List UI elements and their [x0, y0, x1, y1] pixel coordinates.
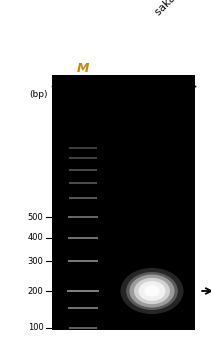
- Ellipse shape: [130, 274, 174, 307]
- Ellipse shape: [134, 278, 170, 304]
- Bar: [52, 75, 195, 330]
- Bar: [68, 216, 98, 218]
- Bar: [69, 197, 97, 199]
- Text: 100: 100: [28, 323, 43, 332]
- Bar: [69, 157, 97, 159]
- Bar: [69, 182, 97, 184]
- Bar: [69, 327, 97, 329]
- Bar: [68, 237, 98, 239]
- Bar: [68, 260, 98, 262]
- Ellipse shape: [138, 281, 165, 301]
- Bar: [69, 147, 97, 149]
- Bar: [67, 290, 99, 292]
- Bar: [68, 307, 98, 309]
- Text: 400: 400: [28, 234, 43, 243]
- Ellipse shape: [120, 268, 184, 314]
- Text: 200: 200: [28, 287, 43, 296]
- Text: (bp): (bp): [30, 90, 48, 99]
- Bar: [69, 169, 97, 171]
- Ellipse shape: [144, 285, 160, 297]
- Text: 300: 300: [28, 256, 43, 265]
- Text: 500: 500: [28, 212, 43, 221]
- Ellipse shape: [126, 272, 178, 310]
- Text: sakacin P: sakacin P: [153, 0, 195, 17]
- Text: M: M: [77, 61, 89, 75]
